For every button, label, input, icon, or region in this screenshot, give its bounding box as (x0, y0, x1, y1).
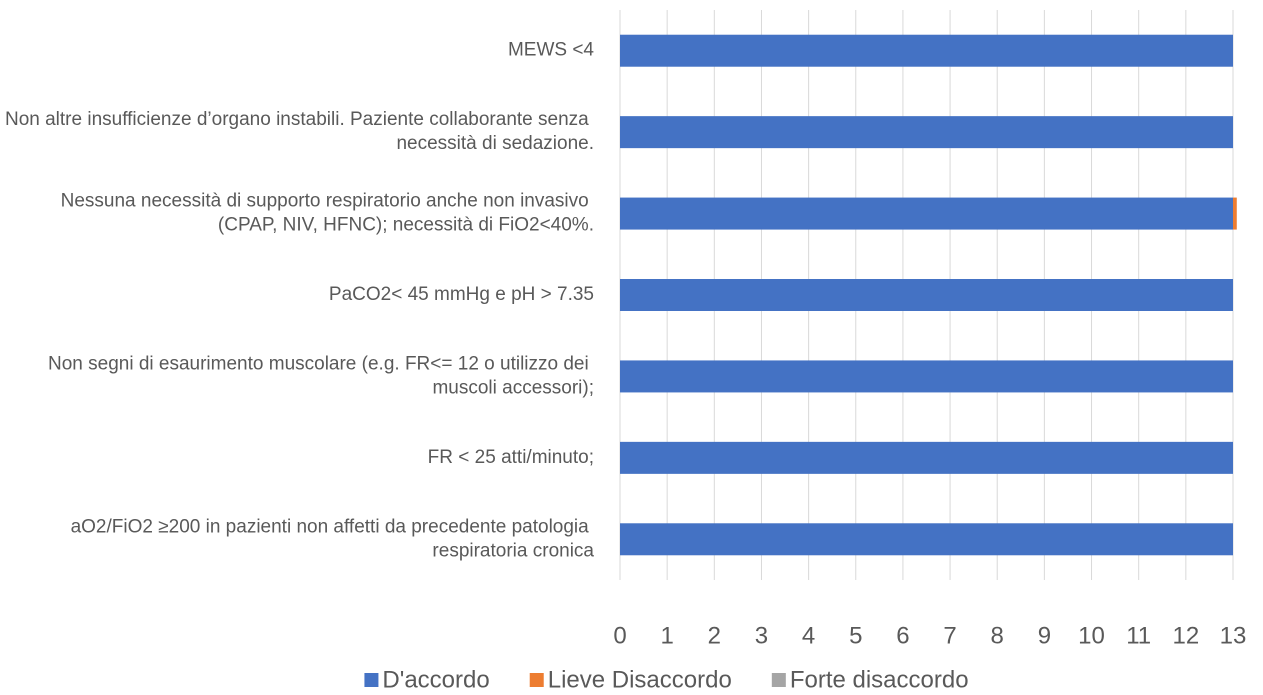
bar-segment (620, 523, 1233, 556)
category-label: Nessuna necessità di supporto respirator… (61, 191, 594, 236)
x-tick-label: 0 (613, 622, 626, 649)
bar-segment (620, 360, 1233, 393)
x-tick-label: 9 (1038, 622, 1051, 649)
x-tick-label: 10 (1078, 622, 1105, 649)
x-tick-label: 6 (896, 622, 909, 649)
bar-segment (1233, 197, 1237, 230)
x-tick-label: 2 (708, 622, 721, 649)
bar-segment (620, 34, 1233, 67)
legend-swatch (529, 673, 544, 687)
x-tick-label: 7 (943, 622, 956, 649)
bar-segment (620, 116, 1233, 149)
bar-segment (620, 441, 1233, 474)
x-tick-label: 1 (660, 622, 673, 649)
x-tick-label: 11 (1126, 622, 1151, 649)
legend-label: Forte disaccordo (790, 666, 969, 693)
x-tick-label: 12 (1172, 622, 1199, 649)
category-label: Non segni di esaurimento muscolare (e.g.… (48, 353, 594, 398)
x-tick-label: 5 (849, 622, 862, 649)
x-tick-label: 4 (802, 622, 815, 649)
legend-swatch (771, 673, 786, 687)
legend-label: Lieve Disaccordo (548, 666, 732, 693)
category-label: MEWS <4 (508, 40, 594, 61)
x-tick-label: 8 (991, 622, 1004, 649)
x-tick-label: 13 (1220, 622, 1247, 649)
bar-segment (620, 279, 1233, 311)
category-label: FR < 25 atti/minuto; (428, 447, 594, 468)
legend-swatch (364, 673, 379, 687)
category-label: PaCO2< 45 mmHg e pH > 7.35 (329, 284, 594, 305)
category-label: Non altre insufficienze d’organo instabi… (5, 109, 594, 154)
x-tick-label: 3 (755, 622, 768, 649)
bar-segment (620, 197, 1233, 230)
legend-label: D'accordo (382, 666, 489, 693)
category-label: aO2/FiO2 ≥200 in pazienti non affetti da… (71, 516, 595, 561)
